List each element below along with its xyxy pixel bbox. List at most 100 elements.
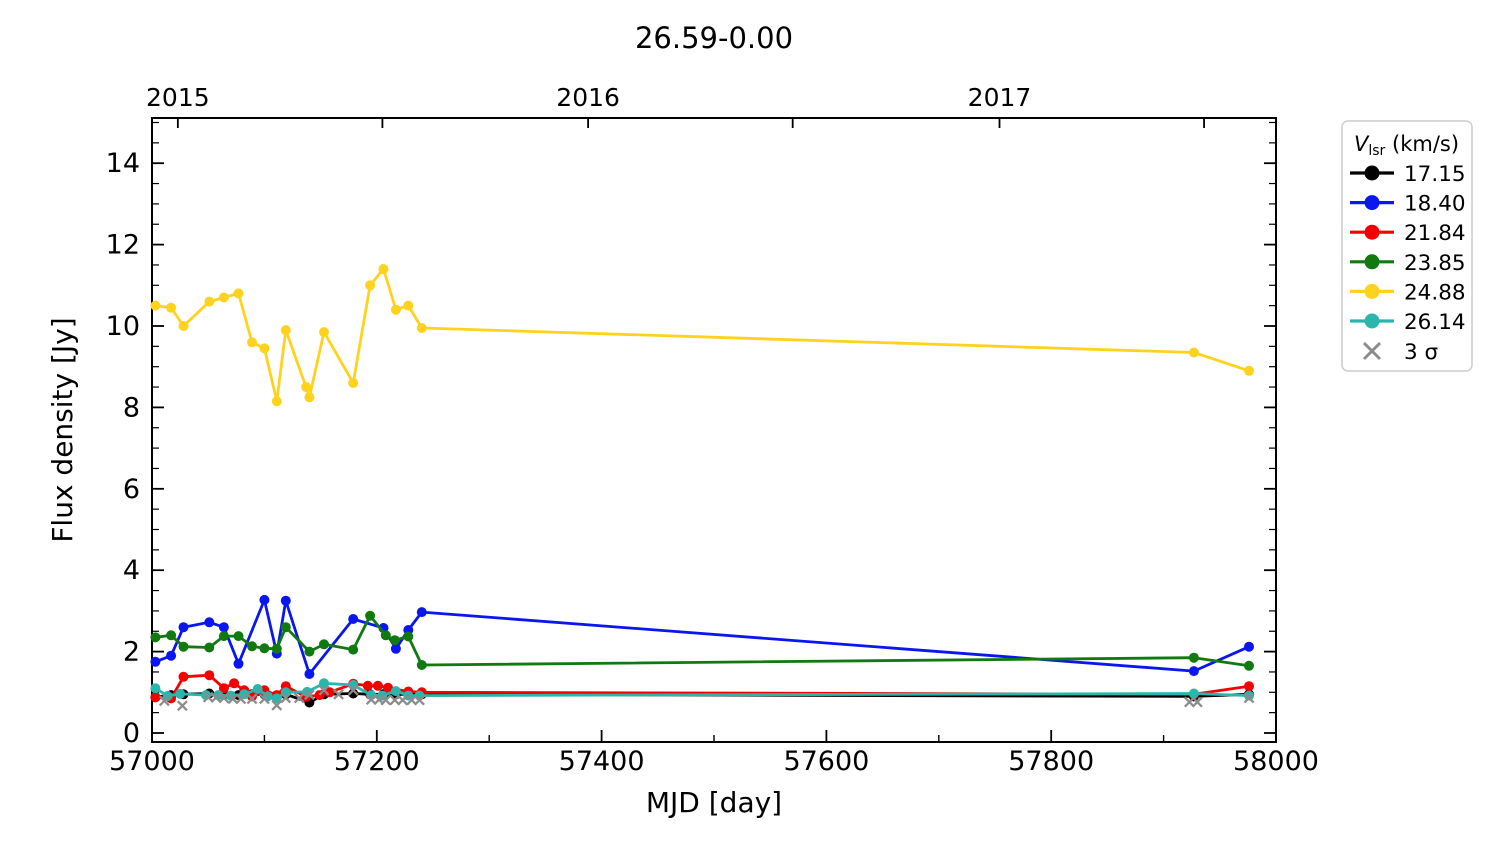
data-point [271,693,282,704]
sigma-marker [158,695,170,707]
data-point [304,646,315,657]
series-18.40 [150,594,1254,679]
data-point [259,643,270,654]
data-point [166,302,177,313]
data-point [247,691,257,702]
data-point [416,323,427,333]
sigma-marker [333,688,344,700]
legend-marker [1364,313,1380,329]
y-tick-label: 10 [106,311,140,342]
data-point [271,643,282,654]
sigma-marker [227,693,239,705]
data-point [365,280,376,291]
data-point [378,264,389,274]
data-point [319,639,329,650]
sigma-marker [347,684,359,696]
data-point [365,610,376,621]
data-point [150,632,161,643]
data-point [166,630,177,641]
data-point [304,669,315,679]
series-23.85 [150,610,1254,671]
data-point [150,656,161,667]
x-tick-label: 57000 [109,746,195,777]
sigma-marker [397,694,409,706]
y-tick-label: 4 [123,555,140,586]
data-point [416,607,427,618]
data-point [218,292,229,303]
legend-entry-label: 21.84 [1404,221,1466,246]
x-axis-label: MJD [day] [646,786,782,819]
year-label: 2015 [146,83,210,112]
data-point [175,688,186,699]
data-point [380,630,391,641]
data-point [204,617,215,628]
data-point [1188,666,1199,677]
legend-marker [1364,195,1380,211]
data-point [178,641,189,652]
sigma-marker [1191,696,1203,708]
data-point [348,688,359,699]
year-label: 2017 [968,83,1032,112]
data-point [233,631,244,642]
data-point [233,658,244,669]
data-point [362,680,373,691]
data-point [372,680,383,691]
x-tick-label: 57600 [783,746,869,777]
y-tick-label: 8 [123,392,140,423]
data-point [1188,347,1199,358]
data-point [247,337,257,348]
data-point [348,378,359,388]
sigma-marker [218,692,230,704]
data-point [166,650,177,661]
data-point [233,288,244,299]
sigma-marker [246,693,258,705]
data-point [403,631,414,642]
data-point [390,304,401,315]
sigma-marker [235,693,247,705]
data-point [280,622,291,633]
data-point [280,595,291,606]
data-point [204,642,215,653]
data-point [348,680,359,690]
y-tick-label: 6 [123,474,140,505]
data-point [1244,660,1254,671]
series-24.88 [150,264,1254,407]
sigma-marker [303,689,315,701]
sigma-marker [389,694,401,706]
y-tick-label: 12 [106,230,140,261]
data-point [178,671,189,682]
data-point [229,678,240,689]
x-tick-label: 58000 [1233,746,1319,777]
legend-entry-label: 17.15 [1404,162,1466,187]
data-point [150,300,161,311]
legend-box [1341,120,1473,372]
legend-entry-label: 18.40 [1404,192,1466,217]
data-point [218,622,229,633]
legend-marker [1364,283,1380,299]
data-point [271,396,282,407]
data-point [1244,681,1254,692]
sigma-marker [365,694,377,706]
data-point [1188,688,1199,699]
data-point [319,327,329,338]
data-series [150,264,1255,712]
legend-marker [1364,165,1380,181]
data-point [416,660,427,670]
data-point [150,683,161,694]
y-tick-label: 2 [123,637,140,668]
data-point [383,682,393,693]
y-tick-label: 14 [106,148,140,179]
data-point [1188,652,1199,663]
sigma-marker [293,692,305,704]
series-line [155,267,1250,403]
data-point [389,635,400,646]
y-axis-label: Flux density [Jy] [46,317,79,542]
data-point [204,296,215,307]
x-tick-label: 57200 [334,746,420,777]
x-tick-label: 57800 [1008,746,1094,777]
series-3σ [158,684,1255,712]
sigma-marker [176,700,188,712]
plot-spines [151,117,1277,743]
